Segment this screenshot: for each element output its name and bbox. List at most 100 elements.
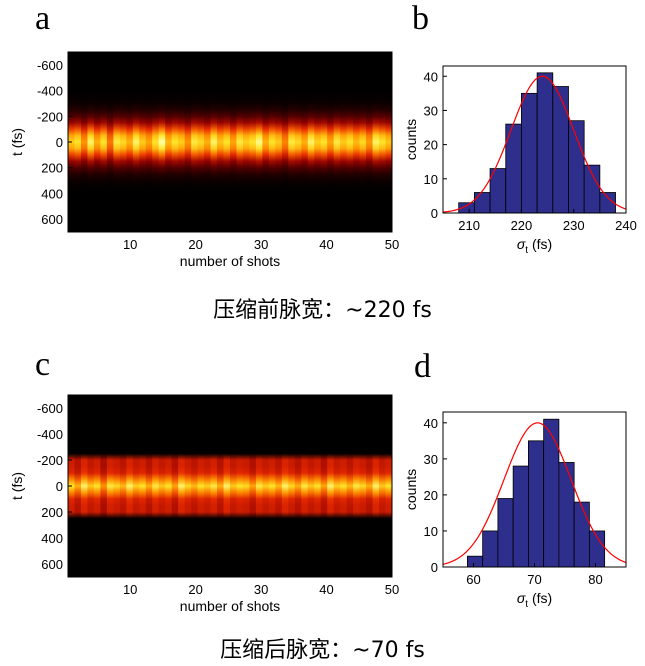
heatmap-c-shot-column [320,395,328,577]
heatmap-a-xtick-label: 10 [123,237,137,252]
heatmap-a-shot-column [100,52,108,232]
heatmap-c-shot-column [171,395,179,577]
heatmap-c-shot-column [307,395,315,577]
heatmap-c-ytick-label: 400 [41,531,63,546]
heatmap-a-shot-column [113,52,121,232]
heatmap-c-shot-column [255,395,263,577]
panel-label-c: c [35,346,51,383]
heatmap-a-shot-column [87,52,95,232]
heatmap-c-shot-column [346,395,354,577]
heatmap-c-shot-column [132,395,140,577]
hist-b-ylabel: counts [403,119,419,160]
heatmap-a-ylabel: t (fs) [9,128,25,156]
heatmap-a-shot-column [346,52,354,232]
hist-b-xtick-label: 240 [615,218,637,233]
heatmap-a-shot-column [230,52,237,232]
heatmap-a-shot-column [184,52,192,232]
hist-b-bar [521,92,538,214]
hist-b-ytick-label: 10 [424,172,438,187]
heatmap-c-shot-column [113,395,121,577]
heatmap-c-shot-column [87,395,95,577]
heatmap-c-shot-column [242,395,250,577]
heatmap-a-ytick-label: 0 [56,135,63,150]
heatmap-c-ytick-label: 0 [56,479,63,494]
hist-b-xtick-label: 220 [511,218,533,233]
heatmap-c-shot-column [288,395,296,577]
hist-d-ylabel: counts [403,469,419,510]
hist-d-xtick-label: 60 [466,572,480,587]
heatmap-c-shot-column [385,395,393,577]
heatmap-a-shot-column [210,52,218,232]
heatmap-c-shot-column [119,395,127,577]
heatmap-c-shot-column [314,395,322,577]
heatmap-a-shot-column [74,52,82,232]
hist-d-ytick-label: 20 [424,488,438,503]
heatmap-a-shot-column [314,52,322,232]
caption-after-compression: 压缩后脉宽：~70 fs [220,638,425,663]
hist-d-bar [497,498,514,568]
heatmap-c-shot-column [80,395,88,577]
hist-b-ytick-label: 30 [424,103,438,118]
heatmap-a-shot-column [171,52,179,232]
heatmap-a-shot-column [268,52,276,232]
heatmap-a-shot-column [80,52,88,232]
heatmap-c-shot-column [262,395,270,577]
heatmap-a-shot-column [288,52,296,232]
heatmap-a-shot-column [158,52,166,232]
heatmap-a-shot-column [223,52,231,232]
heatmap-a-shot-column [191,52,198,232]
hist-b-gaussian-fit [442,75,627,213]
heatmap-c-ytick-label: -400 [37,427,63,442]
heatmap-c-shot-column [178,395,186,577]
heatmap-c-ylabel: t (fs) [9,472,25,500]
heatmap-c-xlabel: number of shots [180,598,280,614]
heatmap-c-shot-column [268,395,276,577]
heatmap-a-xlabel: number of shots [180,253,280,269]
hist-b-xtick-label: 230 [563,218,585,233]
heatmap-c-xtick-label: 10 [123,582,137,597]
heatmap-a-shot-column [359,52,367,232]
heatmap-c-shot-column [223,395,231,577]
hist-d-bar [466,555,484,568]
hist-d-bar [573,501,590,568]
heatmap-c-shot-column [353,395,360,577]
hist-d-xtick-label: 70 [527,572,541,587]
heatmap-a-shot-column [119,52,127,232]
heatmap-a-ytick-label: 600 [41,212,63,227]
hist-b-ytick-label: 20 [424,138,438,153]
heatmap-a-shot-column [301,52,309,232]
heatmap-c-shot-column [152,395,160,577]
heatmap-a-shot-column [320,52,328,232]
heatmap-a-xtick-label: 20 [188,237,202,252]
hist-d-ytick-label: 40 [424,416,438,431]
hist-d-bar [558,462,575,568]
heatmap-c-shot-column [184,395,192,577]
hist-b-ytick-label: 40 [424,69,438,84]
hist-d-bar [543,418,560,568]
heatmap-c-shot-column [359,395,367,577]
heatmap-a-shot-column [294,52,302,232]
heatmap-c-shot-column [197,395,205,577]
heatmap-a-shot-column [236,52,244,232]
heatmap-a-shot-column [178,52,186,232]
panel-label-b: b [412,0,429,37]
heatmap-c-shot-column [249,395,257,577]
heatmap-c-shot-column [301,395,309,577]
heatmap-a-shot-column [126,52,134,232]
heatmap-a-ytick-label: -600 [37,58,63,73]
heatmap-a-shot-column [197,52,205,232]
heatmap-a-shot-column [165,52,173,232]
heatmap-a-ytick-label: 200 [41,161,63,176]
heatmap-c-shot-column [379,395,386,577]
heatmap-a-shot-column [106,52,114,232]
hist-d-bar [482,530,499,568]
heatmap-a-shot-column [262,52,270,232]
hist-b-frame [442,65,627,214]
heatmap-a-shot-column [204,52,211,232]
heatmap-c-shot-column [327,395,335,577]
panel-label-a: a [35,0,51,37]
heatmap-c-shot-column [236,395,244,577]
hist-b-xlabel: σt (fs) [517,236,552,256]
heatmap-a-xtick-label: 30 [254,237,268,252]
